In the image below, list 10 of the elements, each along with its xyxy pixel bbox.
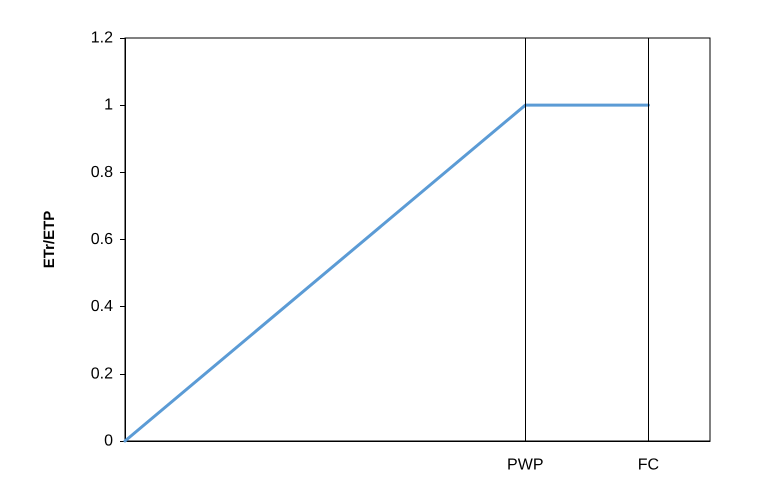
y-tick-label: 1 — [104, 96, 114, 114]
y-tick-label: 0 — [104, 432, 114, 450]
x-tick-label: FC — [638, 456, 660, 474]
y-axis-title: ETr/ETP — [41, 210, 58, 268]
y-tick-label: 1.2 — [90, 30, 114, 46]
y-tick-label: 0.4 — [90, 298, 114, 316]
x-tick-label: PWP — [507, 456, 544, 474]
y-tick-label: 0.6 — [90, 231, 114, 248]
y-tick-label: 0.8 — [90, 164, 114, 181]
y-tick-label: 0.2 — [90, 365, 114, 382]
